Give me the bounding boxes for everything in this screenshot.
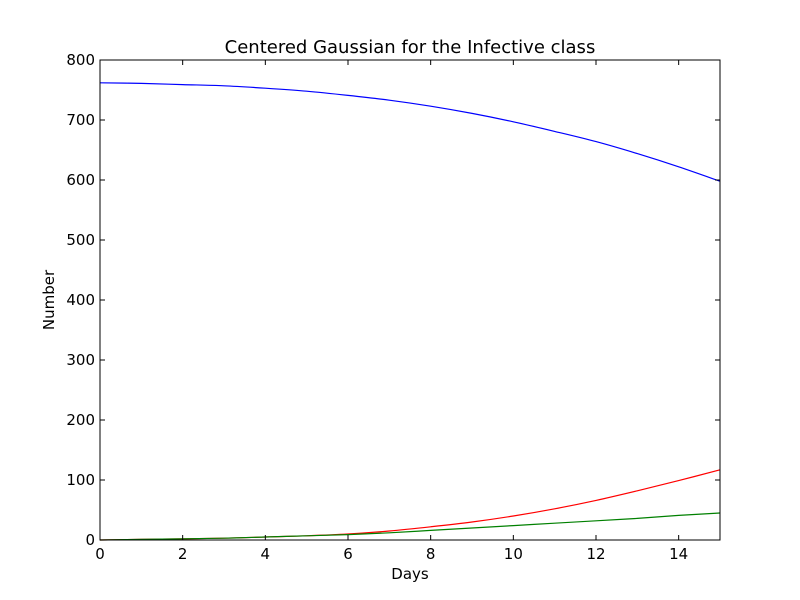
series-line-1 — [99, 82, 721, 182]
x-axis-label: Days — [391, 565, 429, 583]
x-tick-label: 4 — [261, 545, 271, 563]
y-tick-label: 400 — [66, 291, 95, 309]
x-tick-label: 0 — [95, 545, 105, 563]
x-tick-label: 6 — [343, 545, 353, 563]
y-tick-label: 0 — [85, 531, 95, 549]
ticks-layer: 0 2 4 6 8 10 12 14 0 100 200 300 400 500 600 700 800 — [66, 51, 720, 563]
y-tick-label: 200 — [66, 411, 95, 429]
x-tick-label: 8 — [426, 545, 436, 563]
plot-area-frame — [99, 59, 721, 541]
y-tick-label: 300 — [66, 351, 95, 369]
x-tick-label: 14 — [669, 545, 688, 563]
chart-title: Centered Gaussian for the Infective clas… — [225, 37, 596, 58]
y-tick-label: 500 — [66, 231, 95, 249]
y-tick-label: 600 — [66, 171, 95, 189]
x-tick-label: 12 — [586, 545, 605, 563]
x-tick-label: 2 — [178, 545, 188, 563]
y-axis-label: Number — [40, 269, 58, 330]
x-tick-label: 10 — [504, 545, 523, 563]
y-tick-label: 700 — [66, 111, 95, 129]
y-tick-label: 800 — [66, 51, 95, 69]
series-line-3 — [99, 512, 721, 541]
series-layer — [99, 82, 721, 541]
y-tick-label: 100 — [66, 471, 95, 489]
